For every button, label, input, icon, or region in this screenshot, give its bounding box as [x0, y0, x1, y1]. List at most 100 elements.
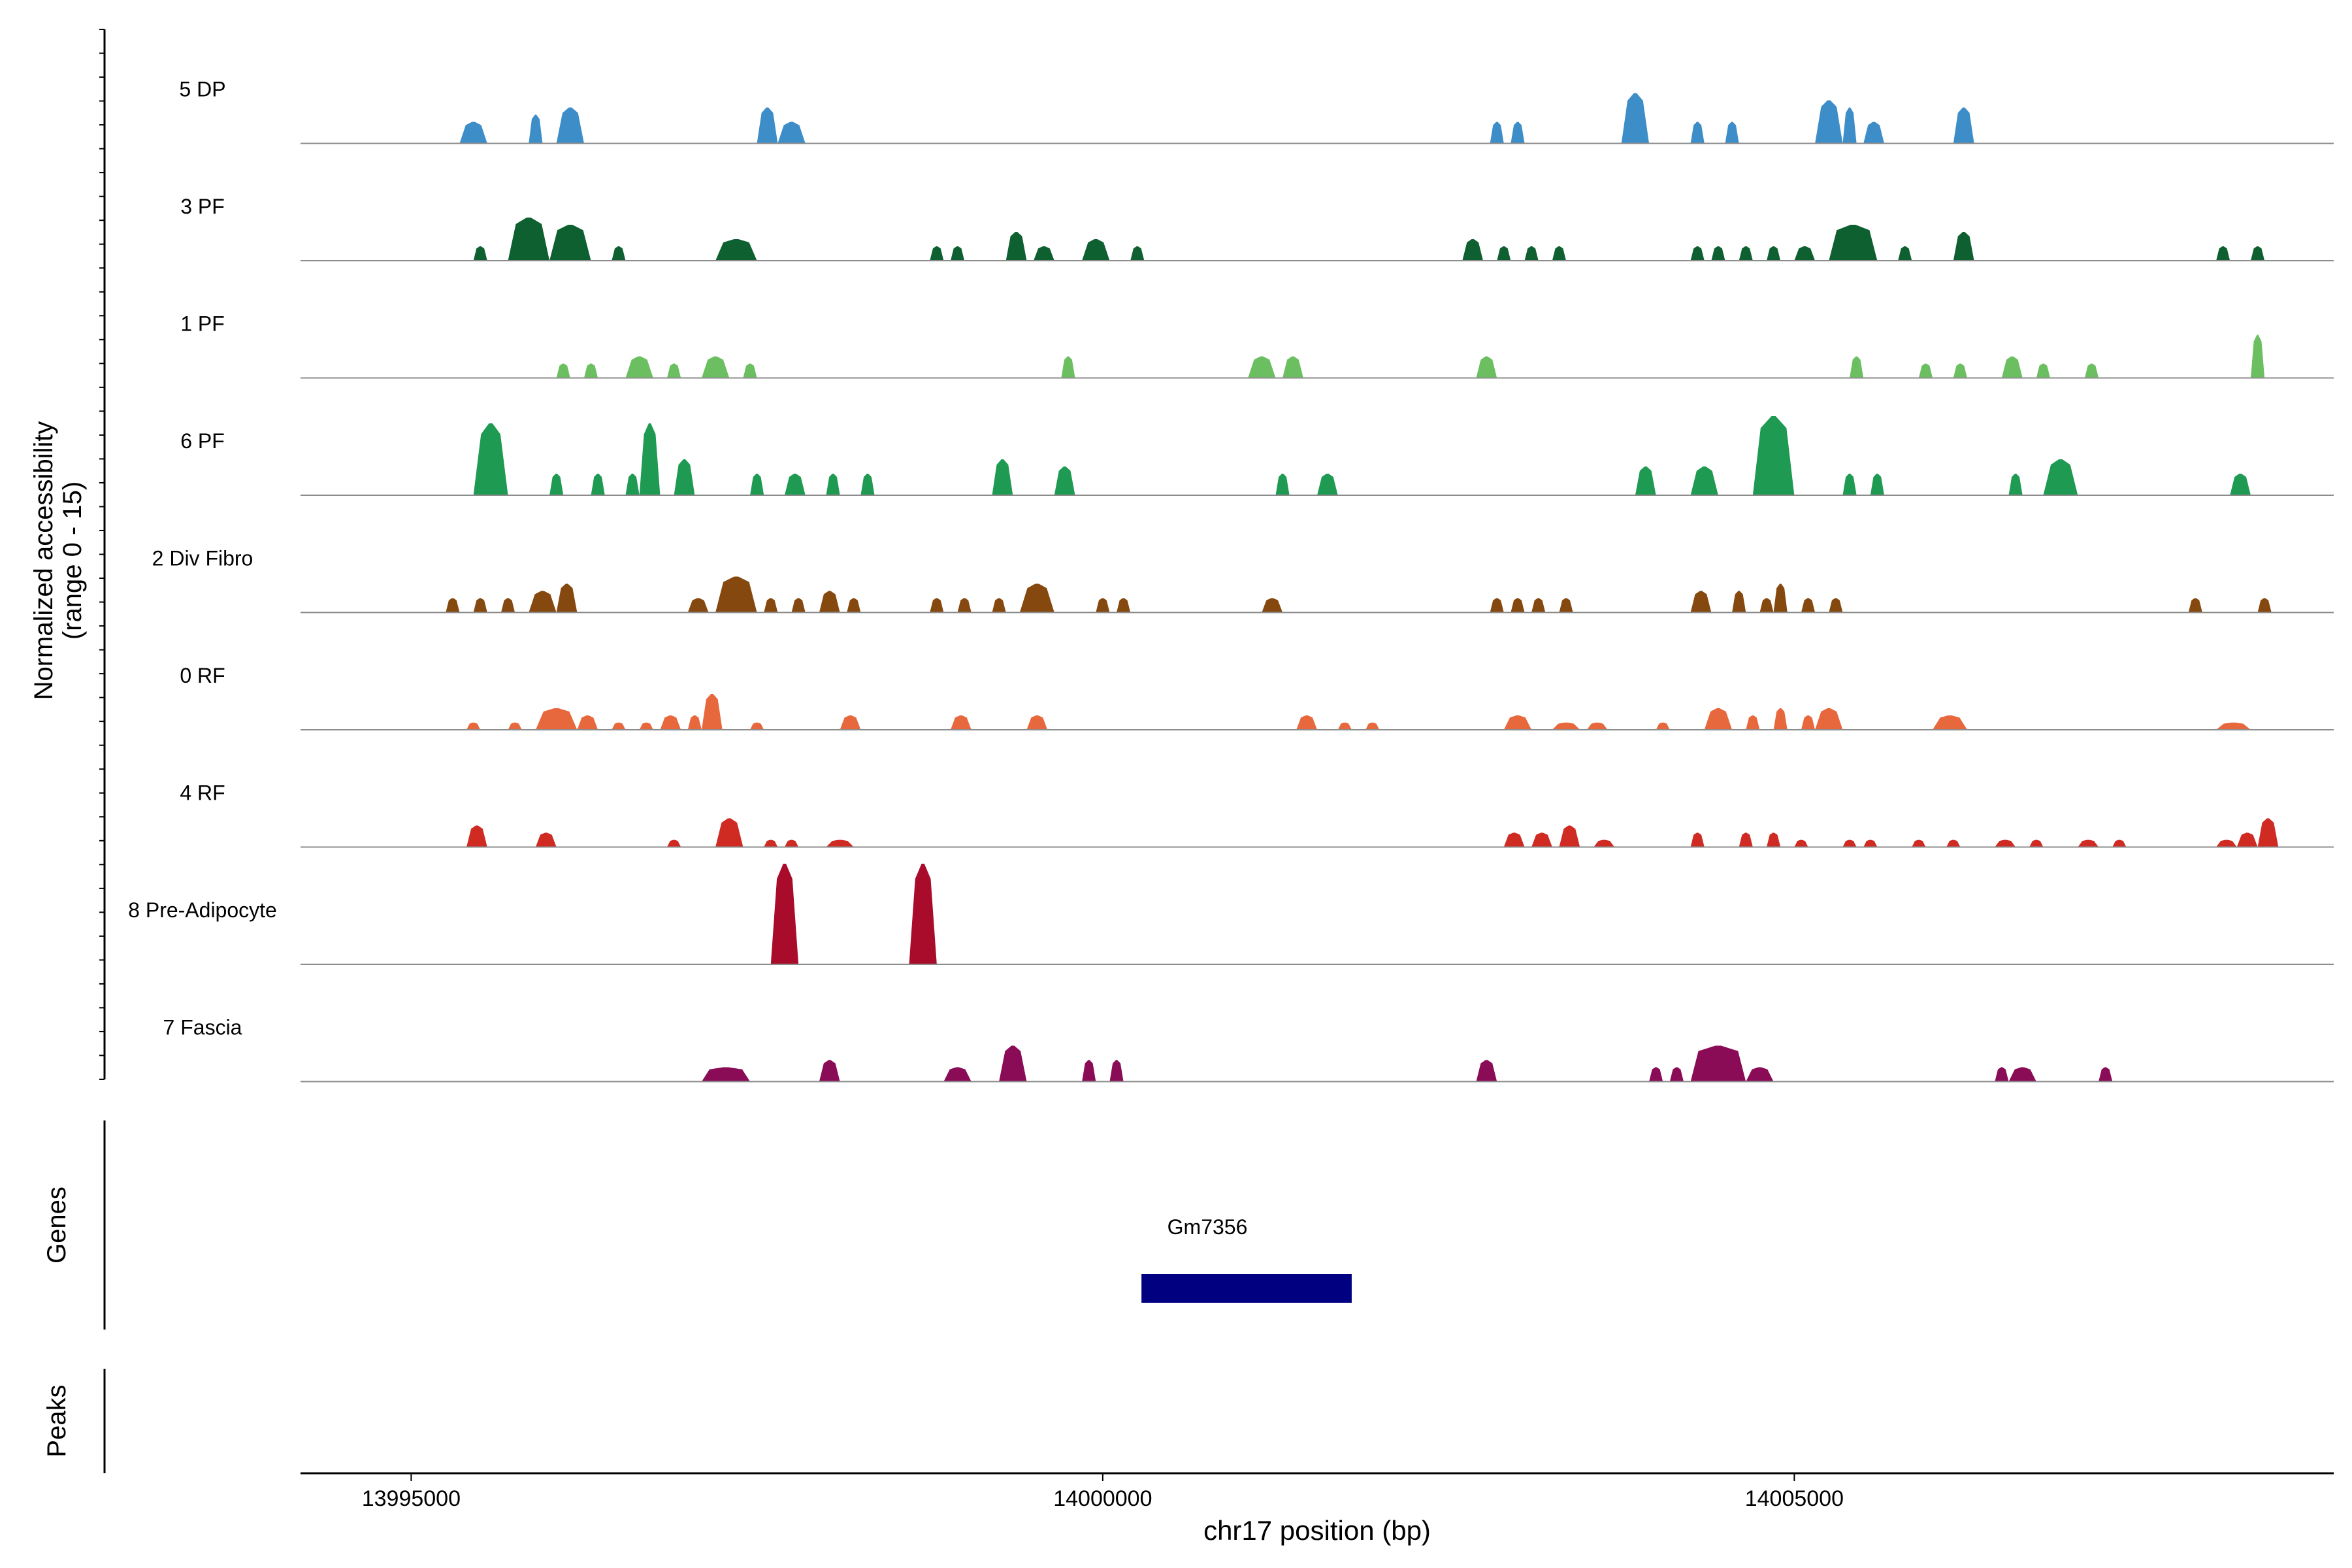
- coverage-peak: [1649, 1067, 1663, 1082]
- coverage-peak: [1794, 840, 1808, 847]
- coverage-peak: [715, 239, 757, 261]
- coverage-peak: [1082, 1060, 1096, 1082]
- coverage-peak: [549, 225, 591, 261]
- coverage-peak: [1511, 122, 1525, 144]
- coverage-peak: [992, 459, 1013, 495]
- coverage-peak: [1130, 246, 1145, 261]
- coverage-peak: [612, 246, 626, 261]
- coverage-peak: [2257, 598, 2272, 613]
- coverage-peak: [1933, 715, 1967, 730]
- coverage-peak: [1953, 363, 1967, 378]
- coverage-peak: [750, 723, 764, 730]
- genes-panel: Genes Gm7356: [42, 1120, 1352, 1330]
- coverage-peak: [950, 715, 972, 730]
- coverage-peak: [1863, 840, 1878, 847]
- coverage-peak: [750, 474, 764, 495]
- gene-body: [1141, 1274, 1352, 1303]
- coverage-peak: [639, 723, 653, 730]
- coverage-peak: [2257, 818, 2279, 847]
- coverage-peak: [1317, 474, 1338, 495]
- coverage-peak: [784, 840, 799, 847]
- coverage-peak: [446, 598, 460, 613]
- coverage-peak: [1248, 356, 1276, 378]
- coverage-peak: [1586, 723, 1608, 730]
- coverage-peak: [860, 474, 875, 495]
- y-axis-range-label: (range 0 - 15): [58, 482, 87, 640]
- coverage-peak: [701, 1067, 751, 1082]
- coverage-peak: [1829, 225, 1878, 261]
- coverage-peak: [1953, 232, 1974, 261]
- coverage-peak: [625, 474, 640, 495]
- y-axis-ticks: [99, 29, 105, 1080]
- coverage-peak: [909, 864, 937, 964]
- track-label: 3 PF: [180, 195, 225, 218]
- coverage-peak: [1054, 466, 1075, 495]
- coverage-peak: [687, 598, 709, 613]
- coverage-peak: [957, 598, 972, 613]
- track-6-pf: 6 PF: [180, 416, 2334, 496]
- coverage-peak: [757, 107, 778, 144]
- coverage-peak: [508, 723, 522, 730]
- coverage-peak: [466, 825, 487, 847]
- coverage-peak: [1462, 239, 1484, 261]
- coverage-peak: [556, 107, 584, 144]
- coverage-peak: [1531, 598, 1546, 613]
- coverage-peak: [1503, 715, 1532, 730]
- coverage-peak: [1995, 1067, 2009, 1082]
- coverage-peak: [764, 598, 778, 613]
- y-axis-label: Normalized accessibility: [29, 421, 58, 700]
- coverage-peak: [1117, 598, 1131, 613]
- coverage-peak: [529, 114, 543, 144]
- coverage-peak: [784, 474, 806, 495]
- coverage-peak: [1739, 246, 1753, 261]
- track-1-pf: 1 PF: [180, 312, 2334, 379]
- coverage-tracks: 5 DP 3 PF 1 PF 6 PF 2 Div Fibro 0 RF 4 RF 8 Pre…: [128, 78, 2334, 1083]
- coverage-peak: [1767, 246, 1781, 261]
- coverage-peak: [1746, 715, 1760, 730]
- coverage-peak: [1711, 246, 1725, 261]
- coverage-peak: [1511, 598, 1525, 613]
- coverage-peak: [847, 598, 861, 613]
- coverage-peak: [930, 246, 944, 261]
- coverage-peak: [2029, 840, 2044, 847]
- coverage-peak: [639, 423, 661, 495]
- coverage-peak: [556, 363, 570, 378]
- coverage-peak: [715, 818, 743, 847]
- coverage-peak: [1995, 840, 2016, 847]
- coverage-peak: [1005, 232, 1027, 261]
- coverage-peak: [1704, 708, 1733, 730]
- coverage-peak: [2216, 840, 2237, 847]
- track-label: 0 RF: [180, 664, 225, 687]
- coverage-peak: [1767, 832, 1781, 847]
- coverage-peak: [2008, 474, 2023, 495]
- coverage-peak: [1524, 246, 1539, 261]
- coverage-peak: [500, 598, 515, 613]
- coverage-peak: [2078, 840, 2099, 847]
- coverage-peak: [1815, 100, 1843, 144]
- x-tick-label: 13995000: [362, 1486, 461, 1511]
- coverage-peak: [950, 246, 965, 261]
- coverage-peak: [674, 459, 695, 495]
- coverage-peak: [2001, 356, 2023, 378]
- coverage-peak: [840, 715, 861, 730]
- coverage-peak: [1559, 825, 1580, 847]
- coverage-peak: [1476, 356, 1497, 378]
- coverage-peak: [1912, 840, 1926, 847]
- peaks-panel: Peaks: [42, 1369, 106, 1473]
- coverage-peak: [1262, 598, 1283, 613]
- coverage-peak: [1296, 715, 1317, 730]
- coverage-peak: [1801, 715, 1816, 730]
- x-axis-label: chr17 position (bp): [1203, 1515, 1431, 1546]
- track-label: 6 PF: [180, 429, 225, 453]
- coverage-peak: [591, 474, 605, 495]
- coverage-peak: [1870, 474, 1884, 495]
- coverage-peak: [2250, 335, 2265, 378]
- coverage-peak: [625, 356, 653, 378]
- coverage-peak: [667, 840, 681, 847]
- coverage-peak: [1109, 1060, 1124, 1082]
- track-label: 2 Div Fibro: [152, 547, 253, 570]
- coverage-peak: [1690, 591, 1712, 613]
- track-2-div-fibro: 2 Div Fibro: [152, 547, 2334, 613]
- coverage-peak: [1690, 246, 1705, 261]
- track-label: 8 Pre-Adipocyte: [128, 898, 277, 922]
